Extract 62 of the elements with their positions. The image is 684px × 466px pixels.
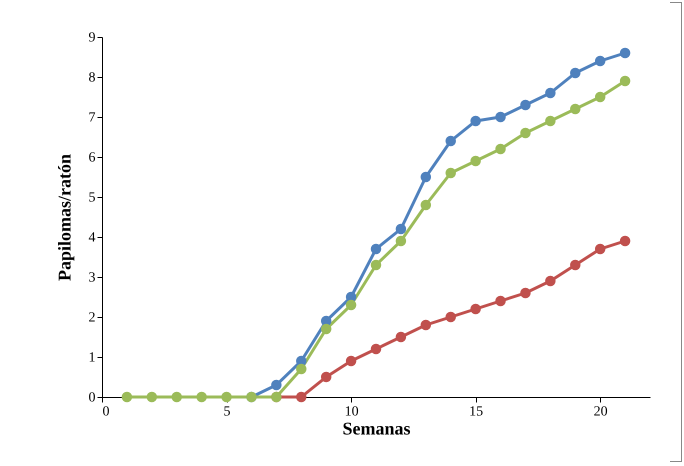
point [396, 224, 406, 234]
point [420, 200, 432, 210]
y-tick-label: 6 [88, 150, 96, 166]
point [221, 392, 232, 402]
point [122, 392, 132, 402]
point [396, 332, 406, 342]
x-tick-label: 20 [594, 404, 608, 420]
y-tick-label: 4 [88, 230, 96, 246]
point [545, 88, 556, 98]
point [545, 116, 556, 126]
point [520, 288, 531, 298]
point [470, 116, 481, 126]
y-tick-label: 5 [88, 190, 96, 206]
point [495, 144, 506, 154]
point [520, 100, 531, 110]
point [470, 304, 481, 314]
point [620, 236, 630, 246]
y-tick-label: 2 [88, 310, 96, 326]
point [370, 244, 382, 254]
point [495, 112, 506, 122]
point [545, 276, 556, 286]
x-tick-label: 0 [102, 404, 110, 420]
point [445, 168, 456, 178]
point [346, 356, 356, 366]
point [470, 156, 481, 166]
point [620, 76, 630, 86]
point [445, 136, 456, 146]
x-tick-label: 15 [469, 404, 484, 420]
y-tick-label: 1 [88, 350, 96, 366]
point [196, 392, 207, 402]
y-tick-label: 8 [88, 70, 96, 86]
point [296, 392, 307, 402]
point [420, 172, 432, 182]
point [495, 296, 506, 306]
point [271, 380, 282, 390]
point [445, 312, 456, 322]
point [370, 344, 382, 354]
point [570, 104, 581, 114]
point [171, 392, 182, 402]
point [320, 324, 332, 334]
point [370, 260, 382, 270]
y-tick-label: 3 [88, 270, 96, 286]
point [396, 236, 406, 246]
point [520, 128, 531, 138]
point [320, 372, 332, 382]
point [594, 56, 606, 66]
point [296, 364, 307, 374]
y-axis-title: Papilomas/ratón [54, 154, 74, 282]
point [570, 260, 581, 270]
point [594, 244, 606, 254]
x-tick-label: 5 [224, 404, 231, 420]
point [346, 300, 356, 310]
y-tick-label: 0 [88, 390, 96, 406]
point [594, 92, 606, 102]
point [420, 320, 432, 330]
point [570, 68, 581, 78]
point [146, 392, 158, 402]
y-tick-label: 9 [88, 30, 96, 46]
x-axis-title: Semanas [342, 418, 411, 438]
y-tick-label: 7 [88, 110, 96, 126]
x-tick-label: 10 [344, 404, 359, 420]
point [620, 48, 630, 58]
